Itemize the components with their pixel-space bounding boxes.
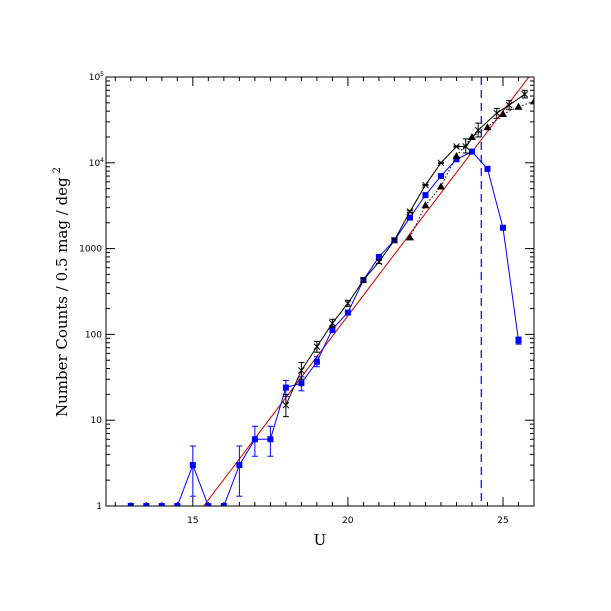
data-point-cross (375, 258, 383, 266)
data-point-square (174, 503, 181, 506)
plot-area (127, 77, 534, 506)
data-point-triangle (530, 97, 534, 105)
data-point-square (127, 503, 134, 506)
data-point-cross (298, 367, 305, 374)
data-point-square (468, 148, 475, 155)
series-2-cross (282, 89, 529, 418)
data-point-square (220, 503, 227, 506)
y-tick-label: 1 (96, 502, 102, 512)
x-axis-title: U (314, 531, 327, 549)
series-1-square (127, 148, 522, 506)
data-point-square (236, 462, 243, 469)
data-point-cross (360, 276, 367, 284)
data-point-cross (474, 126, 482, 134)
y-tick-label-base: 10 (89, 73, 101, 83)
model-line-path (203, 77, 530, 506)
y-axis-title-group: Number Counts / 0.5 mag / deg 2 (52, 167, 71, 417)
data-point-triangle (405, 233, 414, 241)
data-point-cross (282, 401, 290, 409)
data-point-triangle (498, 110, 507, 118)
data-point-cross (406, 208, 414, 215)
data-point-cross (422, 181, 429, 189)
data-point-square (313, 358, 320, 365)
y-tick-label-exponent: 4 (100, 157, 104, 164)
data-point-cross (344, 300, 352, 307)
y-tick-label-exponent: 5 (100, 71, 104, 78)
data-point-square (422, 192, 429, 199)
y-axis-title-text: Number Counts / 0.5 mag / deg (53, 177, 71, 417)
data-point-square (298, 380, 305, 387)
data-point-cross (453, 143, 460, 150)
data-point-square (484, 165, 491, 172)
data-point-square (205, 503, 212, 506)
data-point-cross (329, 319, 336, 327)
data-point-square (282, 384, 289, 391)
data-point-triangle (436, 182, 445, 190)
y-axis-title: Number Counts / 0.5 mag / deg 2 (52, 167, 71, 417)
y-axis-title-superscript: 2 (52, 167, 63, 173)
plot-frame (105, 76, 535, 507)
data-point-square (453, 156, 460, 163)
data-point-square (515, 337, 522, 344)
y-tick-label-base: 10 (89, 159, 101, 169)
y-tick-label: 1000 (79, 245, 102, 255)
data-point-cross (462, 143, 470, 150)
data-point-triangle (421, 201, 430, 209)
data-point-square (329, 326, 336, 333)
data-point-cross (391, 236, 398, 244)
x-tick-label: 15 (187, 516, 198, 526)
data-point-cross (313, 343, 321, 350)
data-point-square (189, 462, 196, 469)
x-tick-label: 20 (342, 516, 354, 526)
x-tick-label: 25 (497, 516, 508, 526)
data-point-triangle (467, 132, 476, 140)
data-point-square (375, 253, 382, 260)
data-point-square (143, 503, 150, 506)
data-point-square (267, 436, 274, 443)
y-tick-label: 100 (85, 330, 102, 340)
model-line (203, 77, 530, 506)
data-point-cross (505, 101, 513, 109)
y-tick-label: 104 (89, 157, 104, 169)
data-point-triangle (452, 152, 461, 160)
series-line (130, 151, 519, 506)
data-point-square (158, 503, 165, 506)
data-point-square (406, 214, 413, 221)
data-point-square (344, 309, 351, 316)
data-point-cross (437, 159, 445, 167)
data-point-triangle (483, 123, 492, 131)
series-line (409, 100, 534, 238)
y-tick-label: 105 (89, 71, 104, 83)
data-point-square (251, 436, 258, 443)
data-point-square (499, 224, 506, 231)
series-3-triangle (405, 97, 534, 241)
x-tick-labels: 15 20 25 (187, 516, 509, 526)
data-point-square (437, 173, 444, 180)
data-point-cross (493, 109, 501, 117)
series-layer (127, 89, 534, 506)
y-tick-label: 10 (91, 416, 103, 426)
series-line (285, 93, 525, 406)
data-point-cross (521, 90, 529, 98)
data-point-triangle (514, 102, 523, 110)
